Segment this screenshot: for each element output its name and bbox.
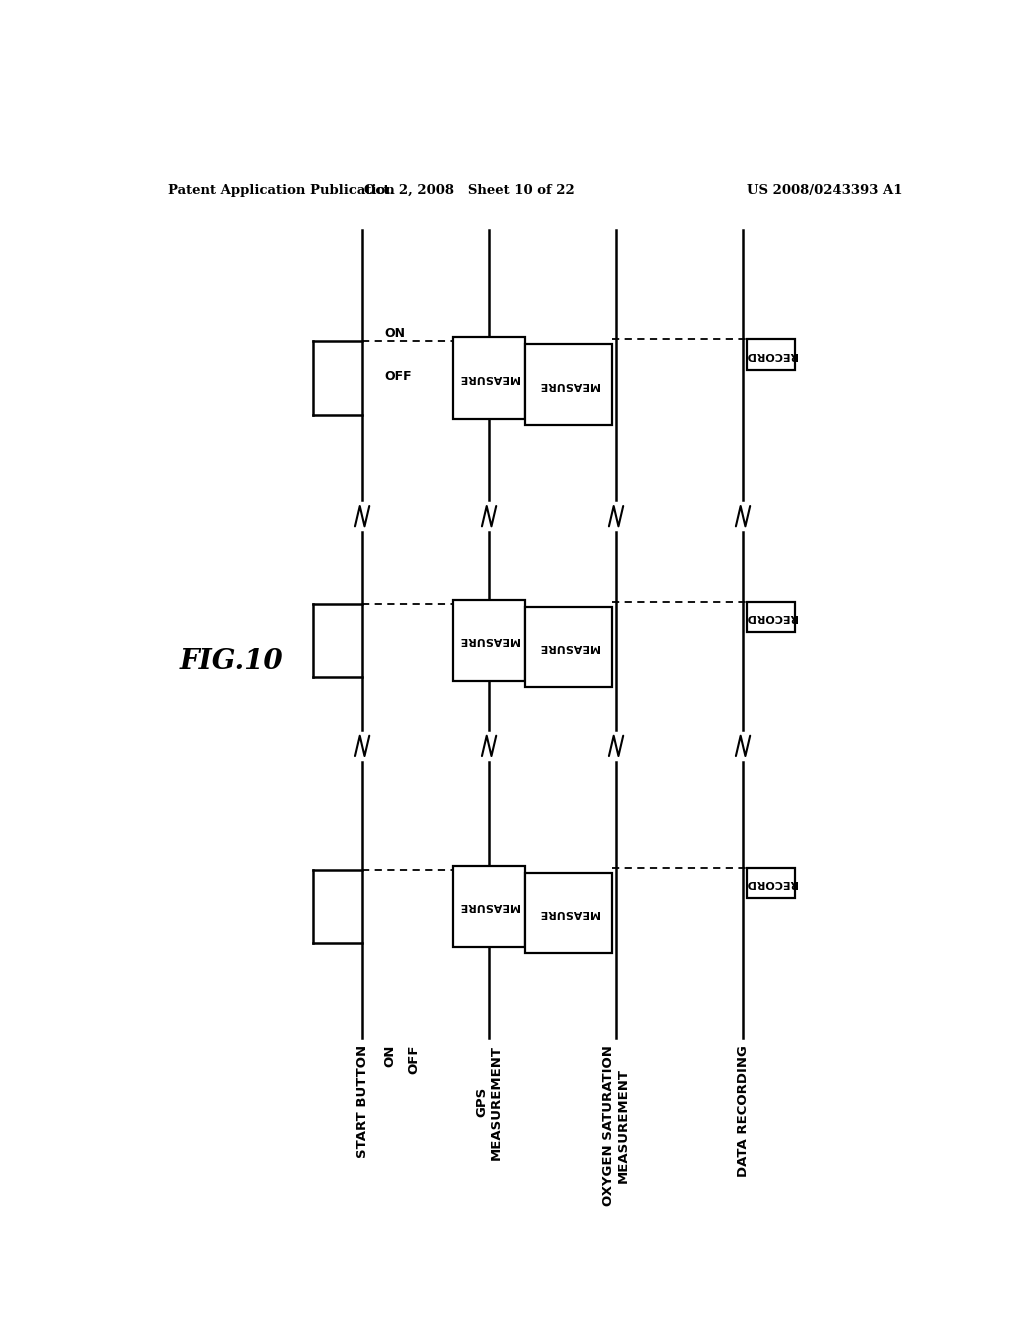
- Bar: [454, 338, 524, 418]
- Text: MEASURE: MEASURE: [459, 902, 519, 912]
- Text: GPS
MEASUREMENT: GPS MEASUREMENT: [475, 1044, 503, 1160]
- Text: US 2008/0243393 A1: US 2008/0243393 A1: [748, 183, 902, 197]
- Text: ON: ON: [383, 1044, 396, 1067]
- Text: RECORD: RECORD: [745, 878, 797, 888]
- Text: Patent Application Publication: Patent Application Publication: [168, 183, 394, 197]
- Text: Oct. 2, 2008   Sheet 10 of 22: Oct. 2, 2008 Sheet 10 of 22: [364, 183, 574, 197]
- Text: MEASURE: MEASURE: [539, 642, 599, 652]
- Text: DATA RECORDING: DATA RECORDING: [736, 1044, 750, 1176]
- Bar: [454, 866, 524, 948]
- Text: OFF: OFF: [408, 1044, 420, 1074]
- Text: OXYGEN SATURATION
MEASUREMENT: OXYGEN SATURATION MEASUREMENT: [602, 1044, 630, 1205]
- Bar: [524, 345, 612, 425]
- Text: OFF: OFF: [384, 371, 412, 383]
- Text: RECORD: RECORD: [745, 611, 797, 622]
- Bar: [524, 873, 612, 953]
- Bar: [748, 602, 795, 632]
- Text: RECORD: RECORD: [745, 350, 797, 359]
- Bar: [454, 599, 524, 681]
- Text: FIG.10: FIG.10: [179, 648, 283, 675]
- Bar: [748, 867, 795, 899]
- Text: ON: ON: [384, 327, 406, 339]
- Text: MEASURE: MEASURE: [539, 380, 599, 389]
- Bar: [524, 607, 612, 686]
- Text: MEASURE: MEASURE: [459, 635, 519, 645]
- Text: MEASURE: MEASURE: [539, 908, 599, 919]
- Text: MEASURE: MEASURE: [459, 374, 519, 383]
- Bar: [748, 339, 795, 370]
- Text: START BUTTON: START BUTTON: [355, 1044, 369, 1158]
